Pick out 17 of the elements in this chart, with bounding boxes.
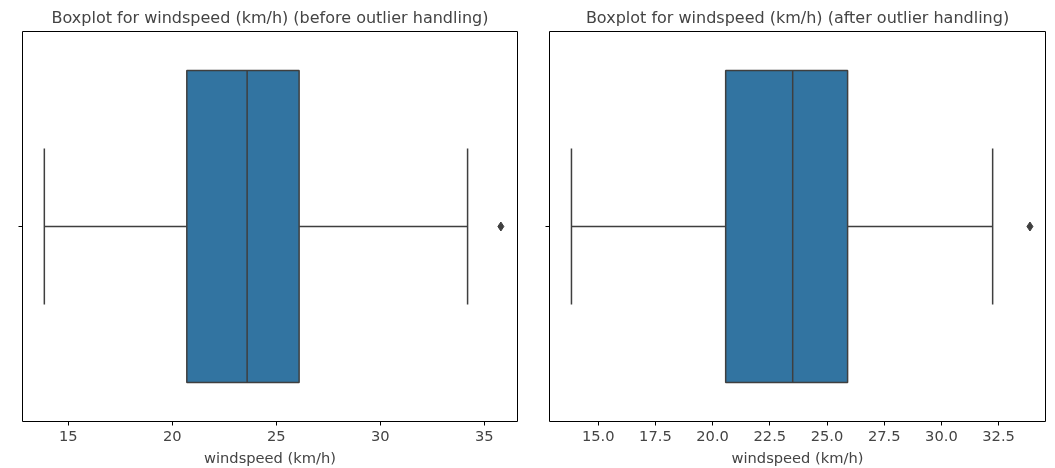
x-tick-label: 15 bbox=[58, 426, 78, 444]
x-tick-label: 25 bbox=[266, 426, 286, 444]
chart-title: Boxplot for windspeed (km/h) (before outlier handling) bbox=[51, 7, 489, 27]
x-tick-label: 30 bbox=[370, 426, 390, 444]
x-tick-label: 20 bbox=[162, 426, 182, 444]
x-tick-label: 22.5 bbox=[753, 426, 787, 444]
x-tick-label: 30.0 bbox=[925, 426, 958, 444]
x-axis-title: windspeed (km/h) bbox=[731, 448, 864, 466]
x-tick-label: 15.0 bbox=[581, 426, 615, 444]
chart-title: Boxplot for windspeed (km/h) (after outlier handling) bbox=[585, 7, 1010, 27]
x-tick-label: 27.5 bbox=[867, 426, 901, 444]
x-axis-title: windspeed (km/h) bbox=[203, 448, 337, 466]
x-tick-label: 20.0 bbox=[696, 426, 729, 444]
x-tick-label: 35 bbox=[474, 426, 494, 444]
x-tick-label: 32.5 bbox=[982, 426, 1015, 444]
x-tick-label: 25.0 bbox=[810, 426, 844, 444]
x-tick-label: 17.5 bbox=[639, 426, 672, 444]
